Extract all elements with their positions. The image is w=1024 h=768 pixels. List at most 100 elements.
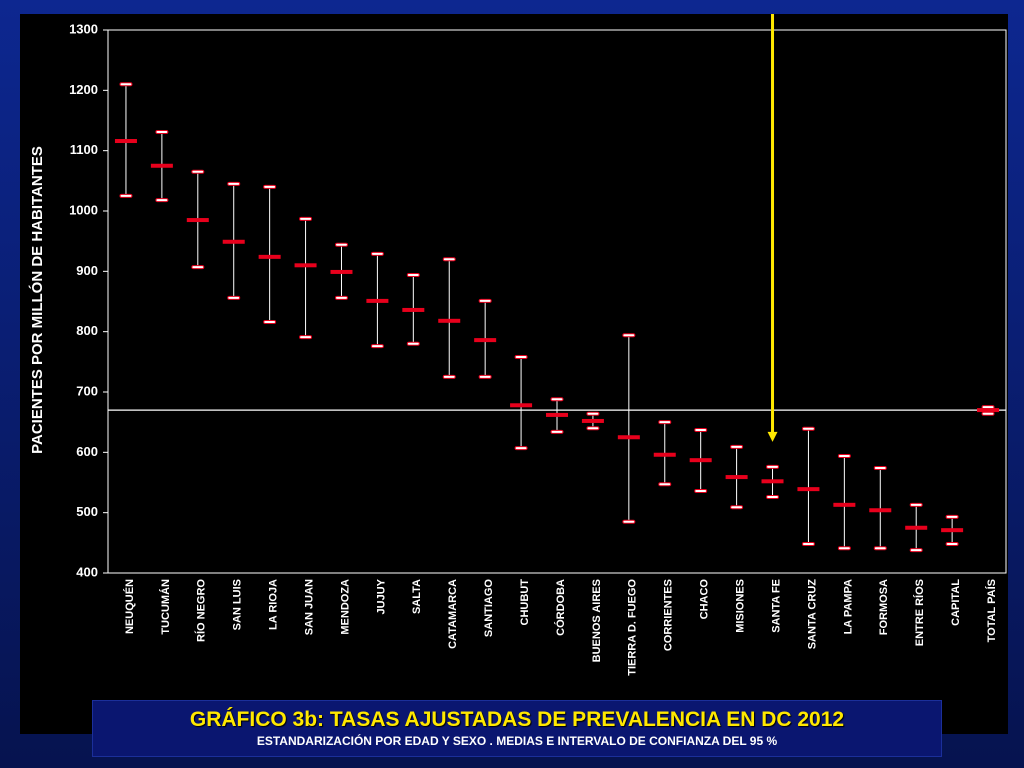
whisker-cap [945, 514, 959, 519]
chart-subtitle: ESTANDARIZACIÓN POR EDAD Y SEXO . MEDIAS… [256, 734, 778, 748]
x-tick-label: CHACO [699, 579, 711, 620]
mean-marker [474, 338, 497, 343]
x-tick-label: CÓRDOBA [554, 579, 567, 636]
whisker-cap [622, 519, 636, 524]
chart-panel [20, 14, 1008, 734]
whisker-cap [873, 546, 887, 551]
whisker-cap [334, 295, 348, 300]
whisker-cap [155, 129, 169, 134]
chart: PACIENTES POR MILLÓN DE HABITANTES 400 50… [28, 14, 1007, 676]
x-tick-label: FORMOSA [878, 579, 890, 635]
whisker-cap [694, 428, 708, 433]
y-tick-label: 1000 [69, 202, 98, 217]
whisker-cap [550, 397, 564, 402]
whisker-cap [945, 542, 959, 547]
mean-marker [977, 408, 1000, 413]
whisker-cap [514, 446, 528, 451]
mean-marker [761, 479, 784, 484]
whisker-cap [334, 242, 348, 247]
whisker-cap [730, 505, 744, 510]
whisker-cap [406, 341, 420, 346]
whisker-cap [837, 546, 851, 551]
y-tick-label: 800 [76, 323, 98, 338]
whisker-cap [370, 251, 384, 256]
mean-marker [438, 318, 461, 323]
whisker-cap [658, 482, 672, 487]
mean-marker [797, 487, 820, 492]
whisker-cap [191, 265, 205, 270]
x-tick-label: SAN LUIS [232, 579, 244, 630]
mean-marker [581, 418, 604, 423]
x-tick-label: MENDOZA [339, 579, 351, 635]
y-tick-label: 1100 [70, 142, 98, 157]
whisker-cap [550, 429, 564, 434]
whisker-cap [909, 502, 923, 507]
y-tick-label: 400 [76, 564, 98, 579]
x-tick-label: JUJUY [375, 578, 387, 614]
y-axis-label: PACIENTES POR MILLÓN DE HABITANTES [28, 146, 46, 454]
whisker-cap [586, 411, 600, 416]
whisker-cap [766, 494, 780, 499]
x-tick-label: ENTRE RÍOS [913, 579, 926, 646]
whisker-cap [263, 184, 277, 189]
whisker-cap [909, 548, 923, 553]
x-tick-label: CORRIENTES [663, 579, 675, 651]
mean-marker [258, 254, 281, 259]
mean-marker [689, 458, 712, 463]
x-tick-label: SANTIAGO [483, 579, 495, 638]
whisker-cap [406, 272, 420, 277]
mean-marker [150, 163, 173, 168]
mean-marker [114, 139, 137, 144]
whisker-cap [119, 82, 133, 87]
mean-marker [186, 218, 209, 223]
x-tick-label: RÍO NEGRO [195, 579, 208, 642]
whisker-cap [981, 411, 995, 416]
y-tick-label: 900 [76, 263, 98, 278]
mean-marker [402, 307, 425, 312]
whisker-cap [442, 374, 456, 379]
whisker-cap [801, 426, 815, 431]
whisker-cap [873, 466, 887, 471]
whisker-cap [622, 333, 636, 338]
x-tick-label: SANTA CRUZ [806, 579, 818, 650]
mean-marker [510, 403, 533, 408]
whisker-cap [155, 198, 169, 203]
whisker-cap [837, 453, 851, 458]
y-tick-label: 1300 [69, 21, 98, 36]
plot-frame [107, 29, 1007, 574]
whisker-cap [442, 257, 456, 262]
whisker-cap [514, 355, 528, 360]
x-tick-label: TUCUMÁN [159, 579, 172, 635]
x-tick-label: SANTA FE [770, 579, 782, 633]
y-tick-label: 1200 [69, 82, 98, 97]
whisker-cap [370, 344, 384, 349]
whisker-cap [263, 320, 277, 325]
mean-marker [330, 269, 353, 274]
mean-marker [653, 452, 676, 457]
mean-marker [725, 475, 748, 480]
arrow-head [767, 431, 778, 442]
x-tick-label: CHUBUT [519, 579, 531, 626]
x-tick-label: BUENOS AIRES [591, 579, 603, 662]
x-tick-label: SALTA [411, 579, 423, 614]
x-tick-label: CAPITAL [950, 579, 962, 626]
whisker-cap [478, 298, 492, 303]
whisker-cap [766, 464, 780, 469]
whisker-cap [730, 444, 744, 449]
whisker-cap [658, 420, 672, 425]
x-tick-label: SAN JUAN [303, 579, 315, 635]
whisker-cap [299, 335, 313, 340]
mean-marker [941, 528, 964, 533]
x-tick-label: LA PAMPA [842, 579, 854, 634]
whisker-cap [191, 169, 205, 174]
whisker-cap [299, 216, 313, 221]
whisker-cap [801, 542, 815, 547]
y-tick-label: 600 [76, 444, 98, 459]
whisker-cap [227, 181, 241, 186]
mean-marker [617, 435, 640, 440]
x-tick-label: NEUQUÉN [123, 579, 136, 634]
mean-marker [833, 502, 856, 507]
whisker-cap [694, 488, 708, 493]
